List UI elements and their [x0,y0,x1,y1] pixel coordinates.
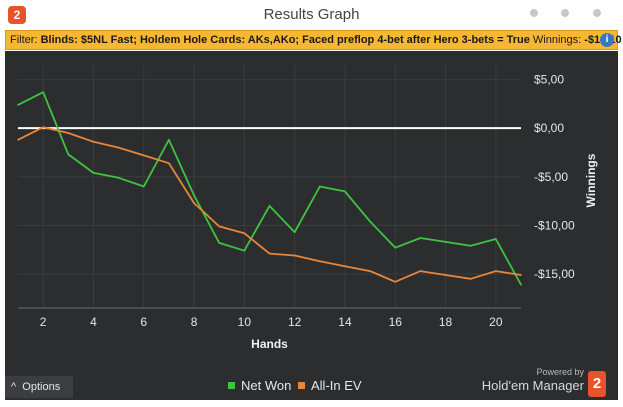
legend-label: Net Won [241,378,292,393]
data-point [243,232,246,234]
data-point [218,225,220,228]
legend-swatch [228,382,235,389]
powered-by: Powered by Hold'em Manager [478,367,584,395]
title-bar: 2 Results Graph [0,0,623,30]
data-point [218,242,220,244]
data-point [67,153,70,156]
data-point [92,140,95,143]
chart-panel: 2 4 6 8 10 12 14 16 18 20 $5,00 $0,00 -$5,00 -$10,00 -… [5,51,618,400]
data-point [419,270,422,272]
data-point [293,231,296,233]
options-label: Options [22,381,61,393]
data-point [117,146,120,149]
y-tick-label: -$5,00 [534,170,568,184]
data-point [469,244,472,247]
data-point [520,283,522,286]
data-point [17,139,19,141]
y-tick-label: -$15,00 [534,267,575,281]
x-tick-label: 20 [489,315,503,329]
data-point [344,190,346,193]
y-axis-label: Winnings [584,153,598,207]
data-point [268,252,271,255]
data-point [444,241,447,243]
x-tick-label: 14 [338,315,352,329]
data-point [42,91,44,94]
data-point [193,202,195,204]
legend-item-net-won[interactable]: Net Won [228,378,291,393]
x-axis-label: Hands [251,337,288,351]
x-tick-label: 4 [90,315,97,329]
product-name: Hold'em Manager [481,378,584,393]
powered-by-text: Powered by [536,367,584,377]
data-point [42,126,44,129]
app-logo-icon: 2 [8,6,26,24]
data-point [142,185,145,188]
window-title: Results Graph [263,6,360,23]
data-point [193,194,195,197]
window-dot[interactable] [561,9,569,17]
x-tick-label: 16 [389,315,403,329]
options-button[interactable]: ^ Options [5,376,73,398]
winnings-label: Winnings: [529,34,585,46]
legend-label: All-In EV [311,378,362,393]
data-point [495,238,497,240]
data-point [469,278,472,280]
data-point [92,172,95,174]
data-point [142,154,145,157]
y-tick-label: $0,00 [534,121,564,135]
data-point [168,139,170,141]
data-point [419,237,422,239]
window-dot[interactable] [530,9,538,17]
data-point [117,176,120,179]
data-point [344,265,346,268]
data-point [520,274,522,276]
info-icon[interactable]: i [600,33,614,47]
data-point [369,270,371,272]
data-point [67,132,70,134]
filter-criteria: Blinds: $5NL Fast; Holdem Hole Cards: AK… [40,34,530,46]
chevron-up-icon: ^ [11,381,17,393]
x-tick-label: 2 [40,315,47,329]
data-point [243,249,246,252]
x-tick-label: 8 [191,315,198,329]
data-point [394,246,397,249]
hm-logo-icon: 2 [588,371,606,397]
y-tick-label: $5,00 [534,73,564,87]
data-point [168,162,170,164]
filter-prefix: Filter: [10,34,41,46]
data-point [293,254,296,257]
data-point [495,270,497,272]
x-tick-label: 12 [288,315,302,329]
data-point [444,274,447,276]
x-tick-label: 6 [140,315,147,329]
data-point [369,220,371,223]
data-point [268,205,271,207]
data-point [319,260,321,263]
x-tick-label: 10 [238,315,252,329]
window-dot[interactable] [593,9,601,17]
data-point [17,104,19,106]
x-tick-label: 18 [439,315,453,329]
data-point [319,185,321,188]
legend-swatch [298,382,305,389]
results-chart: 2 4 6 8 10 12 14 16 18 20 $5,00 $0,00 -$5,00 -$10,00 -… [17,65,598,351]
data-point [394,280,397,283]
legend-item-all-in-ev[interactable]: All-In EV [298,378,362,393]
filter-bar: Filter: Blinds: $5NL Fast; Holdem Hole C… [5,30,622,50]
y-tick-label: -$10,00 [534,218,575,232]
